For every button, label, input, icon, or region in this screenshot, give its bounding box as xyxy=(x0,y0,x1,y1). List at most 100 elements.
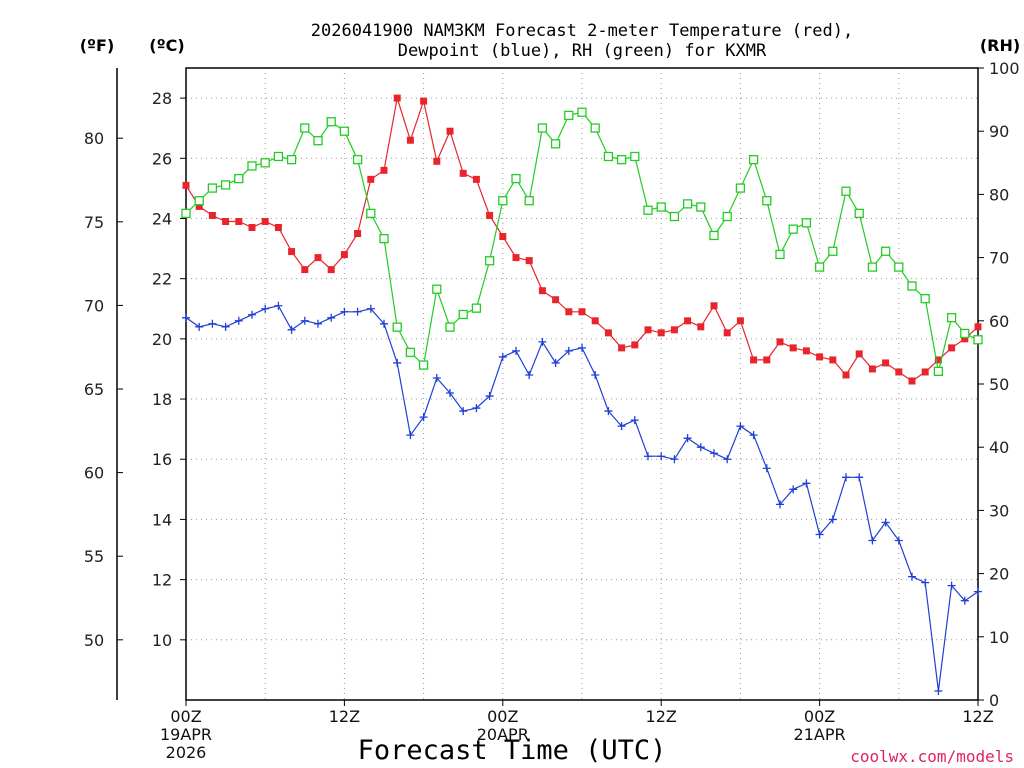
data-point xyxy=(486,211,494,219)
data-point xyxy=(393,358,402,367)
data-point xyxy=(762,196,772,206)
data-point xyxy=(550,139,561,149)
data-point xyxy=(220,180,231,190)
data-point xyxy=(498,196,508,206)
data-point xyxy=(684,317,692,325)
data-point xyxy=(802,347,810,355)
data-point xyxy=(643,205,653,215)
data-point xyxy=(564,346,573,355)
data-point xyxy=(485,392,494,401)
x-tick-label: 12Z xyxy=(329,707,360,726)
data-point xyxy=(683,434,692,443)
data-point xyxy=(697,323,705,331)
data-point xyxy=(182,313,190,322)
celsius-tick-label: 18 xyxy=(152,390,172,409)
data-point xyxy=(710,449,718,458)
data-point xyxy=(234,316,243,325)
data-point xyxy=(300,316,309,325)
data-point xyxy=(524,196,534,206)
data-point xyxy=(301,266,309,274)
data-point xyxy=(538,337,547,346)
data-point xyxy=(908,572,916,581)
data-point xyxy=(393,94,401,102)
data-point xyxy=(815,530,824,539)
gridlines xyxy=(186,68,978,700)
data-point xyxy=(565,308,573,316)
data-point xyxy=(327,266,335,274)
data-point xyxy=(960,328,970,339)
data-point xyxy=(816,353,824,361)
data-point xyxy=(340,307,349,316)
data-point xyxy=(195,322,204,331)
data-series xyxy=(181,94,983,695)
data-point xyxy=(551,358,560,367)
data-point xyxy=(459,169,467,177)
data-point xyxy=(735,183,746,193)
data-point xyxy=(868,536,877,545)
series-filled-square xyxy=(182,94,982,385)
tick-labels: 10 12 14 16 18 20 22 24 26 28 50 55 60 65 70 75 80 0 10 20 3… xyxy=(84,59,1020,762)
data-point xyxy=(749,431,758,440)
data-point xyxy=(420,97,428,105)
fahrenheit-tick-label: 75 xyxy=(84,213,104,232)
data-point xyxy=(604,329,612,337)
x-tick-date-label: 21APR xyxy=(794,725,846,744)
rh-tick-label: 70 xyxy=(989,249,1009,268)
data-point xyxy=(776,338,784,346)
data-point xyxy=(670,455,679,464)
fahrenheit-tick-label: 65 xyxy=(84,380,104,399)
data-point xyxy=(882,359,890,367)
data-point xyxy=(868,365,876,373)
data-point xyxy=(829,356,837,364)
rh-tick-label: 40 xyxy=(989,438,1009,457)
data-point xyxy=(710,302,718,310)
data-point xyxy=(855,473,864,482)
data-point xyxy=(617,422,626,431)
data-point xyxy=(696,443,705,452)
data-point xyxy=(564,110,574,121)
data-point xyxy=(287,325,296,334)
fahrenheit-tick-label: 55 xyxy=(84,547,104,566)
data-point xyxy=(603,151,614,162)
data-point xyxy=(895,368,903,376)
data-point xyxy=(445,322,455,332)
rh-tick-label: 0 xyxy=(989,691,999,710)
rh-tick-label: 80 xyxy=(989,185,1009,204)
data-point xyxy=(288,248,296,256)
rh-tick-label: 30 xyxy=(989,501,1009,520)
data-point xyxy=(208,211,216,219)
data-point xyxy=(208,319,217,328)
data-point xyxy=(577,107,587,117)
data-point xyxy=(195,202,203,210)
x-tick-label: 12Z xyxy=(962,707,993,726)
data-point xyxy=(590,123,600,133)
data-point xyxy=(842,473,850,482)
data-point xyxy=(802,479,811,488)
data-point xyxy=(499,233,507,241)
data-point xyxy=(669,211,680,222)
data-point xyxy=(974,587,982,596)
data-point xyxy=(894,536,903,545)
celsius-tick-label: 28 xyxy=(152,89,172,108)
data-point xyxy=(525,257,533,265)
data-point xyxy=(261,217,269,225)
data-point xyxy=(591,370,600,379)
series-line xyxy=(185,111,979,372)
data-point xyxy=(763,356,771,364)
data-point xyxy=(776,500,784,509)
data-point xyxy=(222,217,230,225)
data-point xyxy=(273,151,284,162)
data-point xyxy=(788,224,798,234)
data-point xyxy=(644,452,652,461)
data-point xyxy=(789,485,798,494)
data-point xyxy=(498,352,507,361)
celsius-tick-label: 22 xyxy=(152,270,172,289)
rh-unit-label: (RH) xyxy=(980,36,1020,55)
data-point xyxy=(841,186,851,196)
data-point xyxy=(459,407,468,416)
celsius-unit-label: (ºC) xyxy=(149,36,184,55)
data-point xyxy=(946,312,957,323)
data-point xyxy=(828,515,837,524)
data-point xyxy=(314,319,322,328)
